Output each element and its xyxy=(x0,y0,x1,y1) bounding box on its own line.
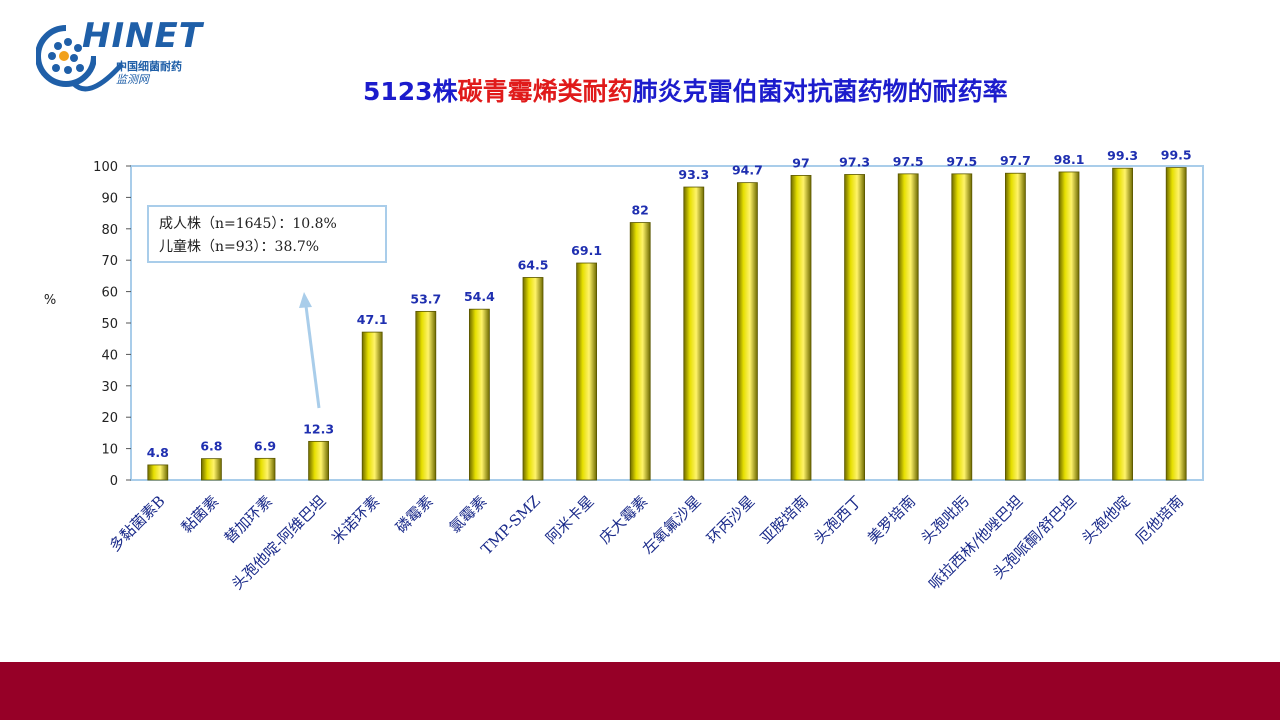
bar xyxy=(576,262,597,481)
category-label: 头孢他啶 xyxy=(1078,492,1133,547)
bar-value-label: 12.3 xyxy=(303,421,334,436)
bar xyxy=(468,308,490,481)
category-label: 哌拉西林/他唑巴坦 xyxy=(925,492,1026,593)
annotation-arrow-head xyxy=(299,292,312,308)
bar-value-label: 97 xyxy=(792,155,809,170)
bar xyxy=(897,173,919,481)
bar xyxy=(308,440,330,481)
bar-value-label: 53.7 xyxy=(410,291,441,306)
category-label: TMP-SMZ xyxy=(478,492,544,558)
title-part-rest: 肺炎克雷伯菌对抗菌药物的耐药率 xyxy=(632,77,1008,106)
bar xyxy=(1005,172,1026,481)
category-label: 美罗培南 xyxy=(864,492,919,547)
title-part-count: 5123株 xyxy=(363,77,458,106)
bar-value-label: 4.8 xyxy=(147,445,169,460)
category-label: 头孢吡肟 xyxy=(917,492,972,547)
category-label: 米诺环素 xyxy=(328,492,383,547)
resistance-bar-chart: 0 10 20 30 40 50 60 70 80 90 100% 4.8 多黏菌素B 6.8 黏菌素 6.9… xyxy=(44,148,1204,593)
y-tick-label: 40 xyxy=(101,348,118,363)
logo-swoosh-icon xyxy=(72,62,124,92)
bar xyxy=(147,464,169,481)
bar-value-label: 98.1 xyxy=(1054,152,1085,167)
bar-value-label: 99.3 xyxy=(1107,148,1138,163)
category-label: 厄他培南 xyxy=(1132,492,1187,547)
bar-value-label: 54.4 xyxy=(464,289,495,304)
category-label: 替加环素 xyxy=(221,492,276,547)
bar-value-label: 97.7 xyxy=(1000,153,1031,168)
category-label: 磷霉素 xyxy=(392,492,437,537)
category-label: 左氧氟沙星 xyxy=(639,492,705,558)
bar-value-label: 64.5 xyxy=(518,257,549,272)
bar xyxy=(1112,167,1133,481)
bar xyxy=(361,331,383,481)
y-tick-label: 90 xyxy=(101,191,118,206)
bar-value-label: 6.8 xyxy=(200,439,222,454)
bar xyxy=(737,182,758,481)
logo-text: HINET xyxy=(82,16,203,56)
annotation-box xyxy=(147,205,387,263)
bar-value-label: 6.9 xyxy=(254,438,276,453)
bar-value-label: 97.3 xyxy=(839,154,870,169)
bar-value-label: 99.5 xyxy=(1161,148,1192,163)
annotation-line-adult: 成人株（n=1645）：10.8% xyxy=(159,216,337,232)
category-label: 头孢西丁 xyxy=(810,492,865,547)
y-tick-label: 0 xyxy=(110,474,118,489)
bar-value-label: 47.1 xyxy=(357,312,388,327)
bar xyxy=(1165,167,1187,481)
category-label: 亚胺培南 xyxy=(757,492,812,547)
bar xyxy=(522,277,544,481)
category-label: 阿米卡星 xyxy=(542,492,597,547)
bar-value-label: 97.5 xyxy=(946,154,977,169)
annotation-arrow xyxy=(304,305,321,409)
category-label: 氯霉素 xyxy=(446,492,491,537)
category-label: 头孢他啶-阿维巴坦 xyxy=(228,492,329,593)
y-tick-label: 60 xyxy=(101,286,118,301)
category-label: 多黏菌素B xyxy=(106,492,169,555)
y-tick-label: 10 xyxy=(101,443,118,458)
y-tick-label: 50 xyxy=(101,317,118,332)
logo-subtitle-cn-2: 监测网 xyxy=(116,73,149,86)
bar-value-label: 82 xyxy=(631,203,648,218)
y-tick-label: 100 xyxy=(93,160,118,175)
y-axis-label: % xyxy=(44,293,56,308)
bar xyxy=(1058,171,1080,481)
page-title: 5123株碳青霉烯类耐药肺炎克雷伯菌对抗菌药物的耐药率 xyxy=(363,72,1008,108)
logo-globe-icon xyxy=(36,25,96,87)
bar-value-label: 93.3 xyxy=(678,167,709,182)
title-part-highlight: 碳青霉烯类耐药 xyxy=(457,77,633,106)
bar xyxy=(254,457,276,481)
y-tick-label: 30 xyxy=(101,380,118,395)
bar-value-label: 97.5 xyxy=(893,154,924,169)
bar xyxy=(629,222,651,481)
logo-subtitle-cn: 中国细菌耐药 xyxy=(116,60,182,73)
bar-value-label: 69.1 xyxy=(571,243,602,258)
y-tick-label: 70 xyxy=(101,254,118,269)
bar-value-label: 94.7 xyxy=(732,163,763,178)
footer-band xyxy=(0,662,1280,720)
category-label: 庆大霉素 xyxy=(596,492,651,547)
y-tick-label: 80 xyxy=(101,223,118,238)
annotation-line-child: 儿童株（n=93）：38.7% xyxy=(159,238,319,255)
bar xyxy=(790,175,812,481)
y-tick-label: 20 xyxy=(101,411,118,426)
category-label: 黏菌素 xyxy=(178,492,223,537)
hinet-logo xyxy=(36,18,226,98)
bar xyxy=(200,458,222,481)
bar xyxy=(683,186,705,481)
category-label: 环丙沙星 xyxy=(703,492,758,547)
bar xyxy=(951,173,973,481)
bar xyxy=(415,310,437,481)
bar xyxy=(844,174,865,481)
